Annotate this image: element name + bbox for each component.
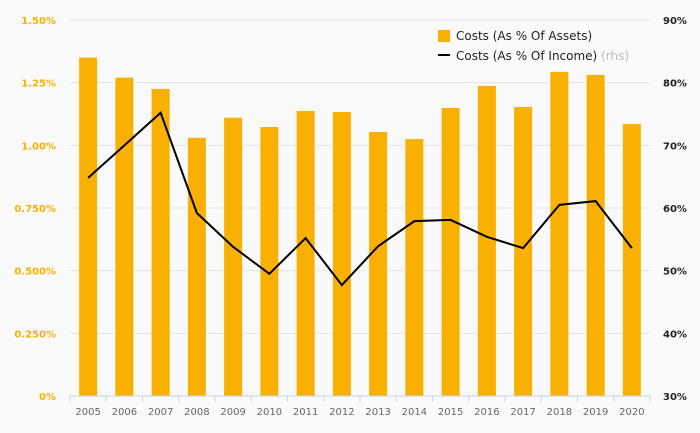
income-line xyxy=(87,111,633,287)
x-tick-label: 2020 xyxy=(619,407,644,418)
x-tick-label: 2007 xyxy=(148,407,173,418)
bar-2005 xyxy=(79,57,98,396)
bar-2012 xyxy=(332,111,351,397)
x-tick-label: 2013 xyxy=(365,407,390,418)
legend-label-income: Costs (As % Of Income) (rhs) xyxy=(456,49,629,63)
line-series xyxy=(87,111,633,287)
left-tick-label: 1.50% xyxy=(21,16,56,27)
bar-2020 xyxy=(622,124,641,396)
x-tick-label: 2014 xyxy=(402,407,427,418)
x-tick-label: 2012 xyxy=(329,407,354,418)
bar-2006 xyxy=(115,77,134,397)
right-tick-label: 40% xyxy=(663,329,687,340)
right-tick-label: 80% xyxy=(663,79,687,90)
bar-2009 xyxy=(224,117,243,396)
legend: Costs (As % Of Assets) Costs (As % Of In… xyxy=(438,29,629,63)
left-tick-label: 0.500% xyxy=(14,267,56,278)
left-tick-label: 1.00% xyxy=(21,141,56,152)
bar-2014 xyxy=(405,139,424,397)
right-tick-label: 30% xyxy=(663,392,687,403)
x-tick-label: 2018 xyxy=(547,407,572,418)
right-tick-label: 60% xyxy=(663,204,687,215)
x-tick-label: 2009 xyxy=(220,407,245,418)
x-tick-label: 2015 xyxy=(438,407,463,418)
legend-rhs: (rhs) xyxy=(601,49,629,63)
bar-2008 xyxy=(187,137,206,396)
x-tick-label: 2008 xyxy=(184,407,209,418)
bar-2017 xyxy=(514,106,533,397)
right-tick-label: 50% xyxy=(663,267,687,278)
x-tick-label: 2019 xyxy=(583,407,608,418)
axes: 0% 0.250% 0.500% 0.750% 1.00% 1.25% 1.50% 30% 40… xyxy=(14,16,687,418)
bar-2016 xyxy=(477,85,496,397)
legend-income-name: Costs (As % Of Income) xyxy=(456,49,597,63)
x-tick-label: 2006 xyxy=(112,407,137,418)
x-tick-label: 2010 xyxy=(257,407,282,418)
left-tick-label: 0.250% xyxy=(14,329,56,340)
bars xyxy=(79,57,641,397)
x-tick-label: 2011 xyxy=(293,407,318,418)
legend-label-assets: Costs (As % Of Assets) xyxy=(456,29,592,43)
bar-2007 xyxy=(151,88,170,396)
left-tick-label: 0% xyxy=(39,392,56,403)
bar-2010 xyxy=(260,127,279,396)
x-tick-label: 2016 xyxy=(474,407,499,418)
legend-swatch-income xyxy=(438,54,450,56)
bar-2015 xyxy=(441,107,460,396)
bar-2018 xyxy=(550,71,569,396)
bar-2013 xyxy=(369,132,388,396)
bar-2011 xyxy=(296,110,315,396)
left-tick-label: 0.750% xyxy=(14,204,56,215)
right-tick-label: 90% xyxy=(663,16,687,27)
x-tick-label: 2005 xyxy=(75,407,100,418)
right-tick-label: 70% xyxy=(663,141,687,152)
bar-2019 xyxy=(586,74,605,397)
legend-swatch-assets xyxy=(438,30,450,42)
left-tick-label: 1.25% xyxy=(21,79,56,90)
x-tick-label: 2017 xyxy=(510,407,535,418)
